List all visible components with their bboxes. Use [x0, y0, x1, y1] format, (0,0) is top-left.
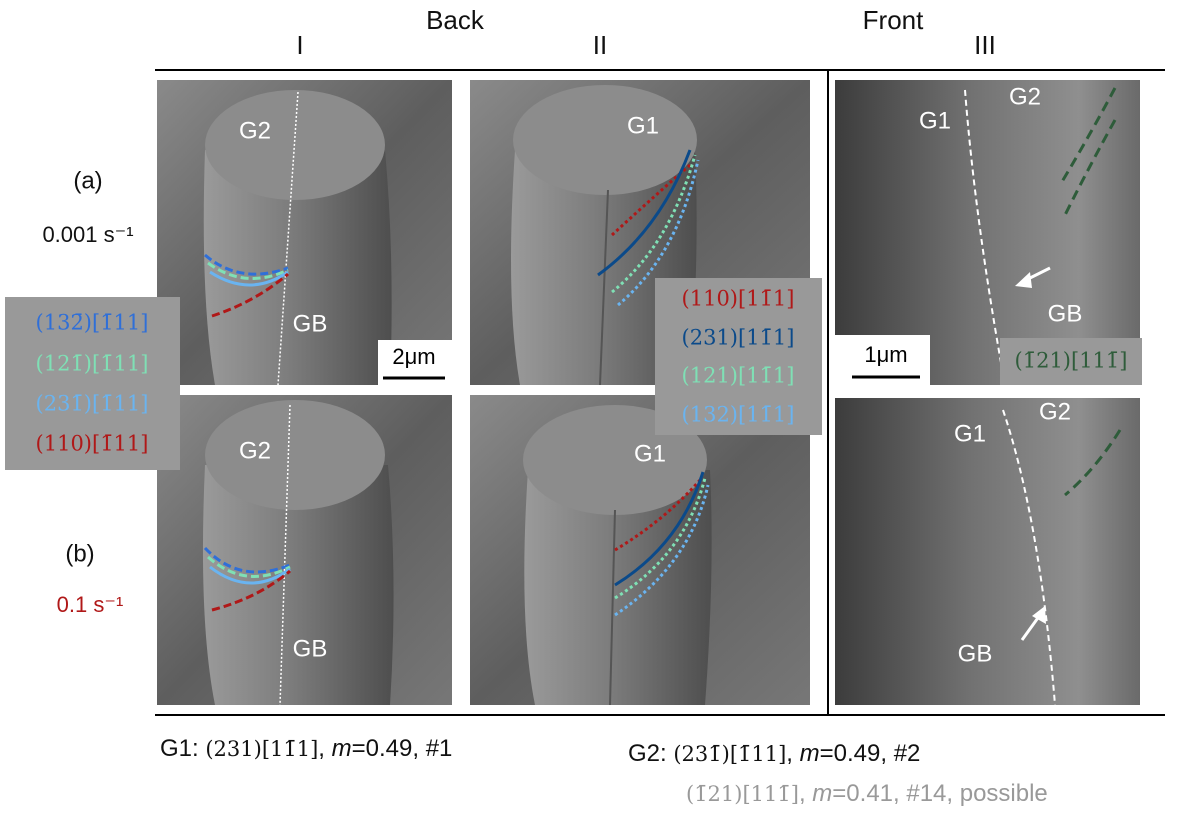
legend-entry: (132)[11̄1] [682, 403, 795, 427]
legend-entry: (231̄)[1̄11] [36, 392, 149, 416]
caption-g2: G2: (231̄)[1̄11], m=0.49, #2 [628, 740, 920, 767]
legend-entry: (121̄)[1̄11] [36, 352, 149, 376]
caption-g1: G1: (231)[11̄1], m=0.49, #1 [160, 735, 452, 762]
caption-part: m [812, 780, 832, 807]
caption-part: =0.49, #1 [352, 735, 453, 762]
header-front: Front [863, 5, 924, 35]
boundary-label: GB [1048, 300, 1083, 327]
boundary-label: GB [293, 635, 328, 662]
sem-image [157, 80, 452, 385]
grain-label: G1 [954, 420, 986, 447]
grain-label: G1 [627, 112, 659, 139]
grain-label: G2 [239, 117, 271, 144]
legend-entry: (110)[1̄11] [36, 432, 149, 456]
caption-part: m [800, 740, 820, 767]
caption-part: =0.49, #2 [820, 740, 921, 767]
legend-entry: (110)[11̄1] [682, 287, 795, 311]
scale-label: 2μm [392, 344, 435, 369]
caption-part: , [318, 735, 331, 762]
caption-part: (231)[11̄1] [205, 737, 318, 761]
boundary-label: GB [293, 310, 328, 337]
caption-possible: (1̄21)[111̄], m=0.41, #14, possible [686, 780, 1048, 807]
row-label: (b) [65, 540, 94, 567]
legend-entry: (132̄)[1̄11] [36, 311, 149, 335]
grain-label: G2 [239, 437, 271, 464]
figure: Back Front I II III (a) 0.001 s⁻¹ (b) 0.… [0, 0, 1193, 821]
caption-part: (231̄)[1̄11] [673, 742, 786, 766]
legend-entry: (121)[11̄1] [682, 364, 795, 388]
legend-entry: (1̄21)[111̄] [1015, 349, 1128, 373]
boundary-label: GB [958, 640, 993, 667]
caption-part: G2: [628, 740, 673, 767]
caption-part: (1̄21)[111̄] [686, 782, 799, 806]
header-back: Back [426, 5, 485, 35]
grain-label: G1 [634, 440, 666, 467]
caption-part: , [799, 780, 812, 807]
grain-label: G2 [1039, 398, 1071, 425]
strain-rate: 0.1 s⁻¹ [57, 592, 124, 617]
strain-rate: 0.001 s⁻¹ [42, 222, 133, 247]
scale-label: 1μm [864, 342, 907, 367]
row-label: (a) [73, 167, 102, 194]
column-label: II [593, 30, 607, 60]
legend-entry: (231)[11̄1] [682, 326, 795, 350]
column-label: I [296, 30, 303, 60]
caption-part: =0.41, #14, possible [832, 780, 1048, 807]
column-label: III [974, 30, 996, 60]
grain-label: G2 [1009, 83, 1041, 110]
grain-label: G1 [919, 107, 951, 134]
caption-part: G1: [160, 735, 205, 762]
caption-part: m [332, 735, 352, 762]
caption-part: , [786, 740, 799, 767]
